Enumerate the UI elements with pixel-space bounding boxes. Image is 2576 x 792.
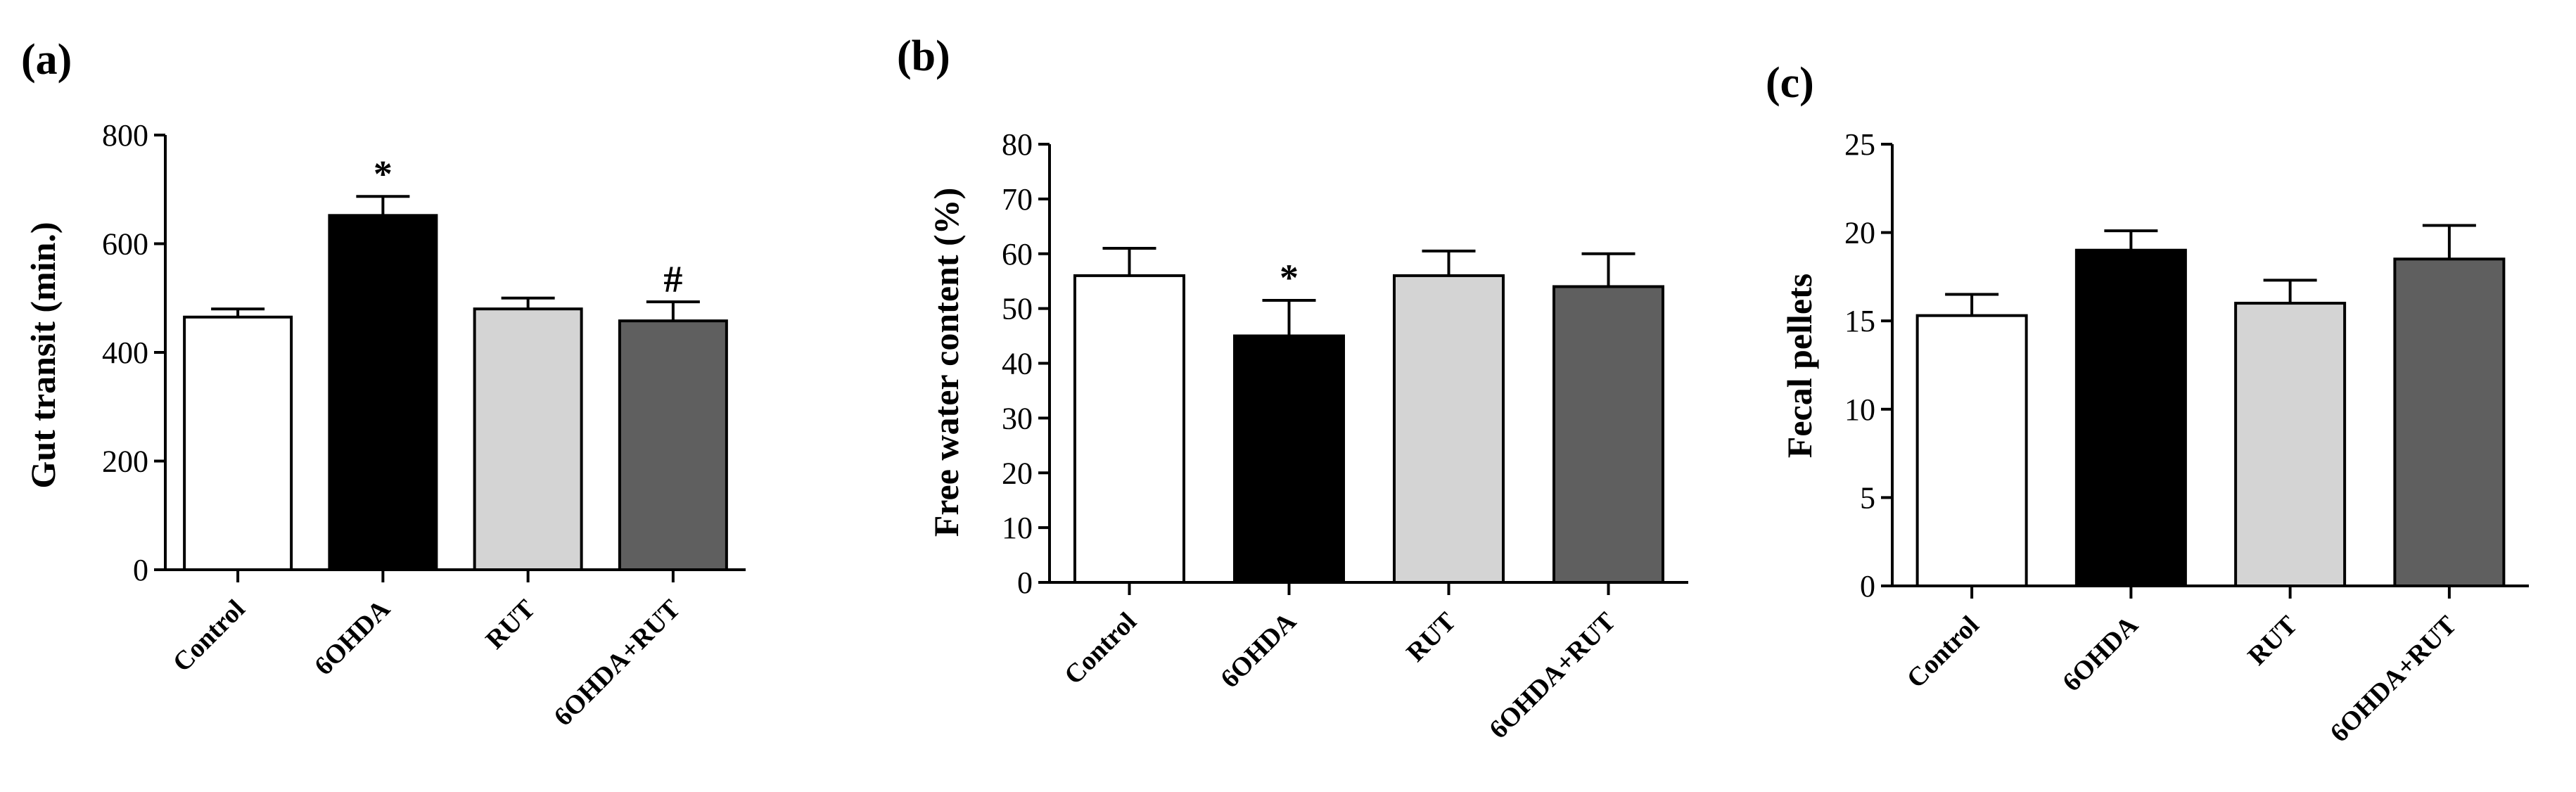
- y-tick-label: 80: [1002, 127, 1033, 162]
- y-axis-title: Fecal pellets: [1780, 274, 1819, 458]
- x-tick-label: 6OHDA+RUT: [548, 594, 686, 732]
- bar-6ohda: [328, 214, 438, 571]
- panel-b: (b) 0 10 20 30 40 50 60 70 80 Free water content (…: [897, 32, 1688, 744]
- y-tick-label: 400: [102, 336, 148, 370]
- bar-6ohda: [2074, 248, 2187, 587]
- x-tick-label: 6OHDA: [2057, 610, 2144, 697]
- y-tick-label: 30: [1002, 401, 1033, 435]
- panel-label: (b): [897, 32, 950, 80]
- bar-6ohda-rut: [2393, 257, 2506, 587]
- bar-control: [1073, 274, 1185, 584]
- significance-marker: *: [374, 153, 393, 195]
- x-tick-label: Control: [1059, 607, 1142, 691]
- panel-label: (a): [21, 36, 72, 84]
- x-tick-label: 6OHDA+RUT: [1484, 607, 1621, 745]
- significance-marker: #: [663, 258, 682, 300]
- y-tick-label: 5: [1860, 480, 1875, 515]
- y-tick-label: 20: [1844, 216, 1875, 250]
- y-axis-title: Gut transit (min.): [23, 222, 63, 488]
- x-tick-label: 6OHDA+RUT: [2324, 611, 2462, 748]
- y-tick-label: 0: [133, 553, 148, 587]
- y-axis-title: Free water content (%): [926, 188, 966, 537]
- bar-rut: [1393, 274, 1505, 584]
- y-tick-label: 70: [1002, 182, 1033, 217]
- y-tick-label: 0: [1017, 566, 1033, 600]
- y-tick-label: 20: [1002, 456, 1033, 490]
- significance-marker: *: [1280, 257, 1299, 299]
- x-tick-label: Control: [167, 594, 251, 678]
- y-tick-label: 800: [102, 118, 148, 153]
- panel-label: (c): [1766, 59, 1814, 107]
- x-tick-label: RUT: [480, 594, 541, 655]
- y-tick-label: 60: [1002, 237, 1033, 272]
- bar-control: [1915, 314, 2028, 587]
- bar-6ohda-rut: [1552, 285, 1664, 584]
- bar-rut: [473, 307, 583, 571]
- bar-rut: [2234, 302, 2347, 587]
- y-tick-label: 600: [102, 227, 148, 262]
- y-tick-label: 200: [102, 445, 148, 479]
- x-tick-label: 6OHDA: [309, 594, 396, 681]
- y-tick-label: 25: [1844, 127, 1875, 162]
- y-tick-label: 40: [1002, 347, 1033, 381]
- y-tick-label: 10: [1002, 511, 1033, 545]
- bar-control: [183, 315, 293, 571]
- x-tick-label: RUT: [2243, 611, 2303, 671]
- x-tick-label: 6OHDA: [1215, 606, 1302, 694]
- y-tick-label: 50: [1002, 292, 1033, 326]
- x-tick-label: Control: [1901, 611, 1985, 694]
- y-tick-label: 15: [1844, 304, 1875, 338]
- bar-6ohda-rut: [618, 319, 728, 571]
- y-tick-label: 10: [1844, 392, 1875, 427]
- panel-c: (c) 0 5 10 15 20 25 Fecal pellets Control 6OHDA RU…: [1766, 59, 2529, 748]
- panel-a: (a) 0 200 400 600 800 Gut transit (min.) Contro…: [21, 36, 746, 732]
- x-tick-label: RUT: [1401, 607, 1461, 668]
- y-tick-label: 0: [1860, 569, 1875, 603]
- bar-6ohda: [1233, 334, 1345, 584]
